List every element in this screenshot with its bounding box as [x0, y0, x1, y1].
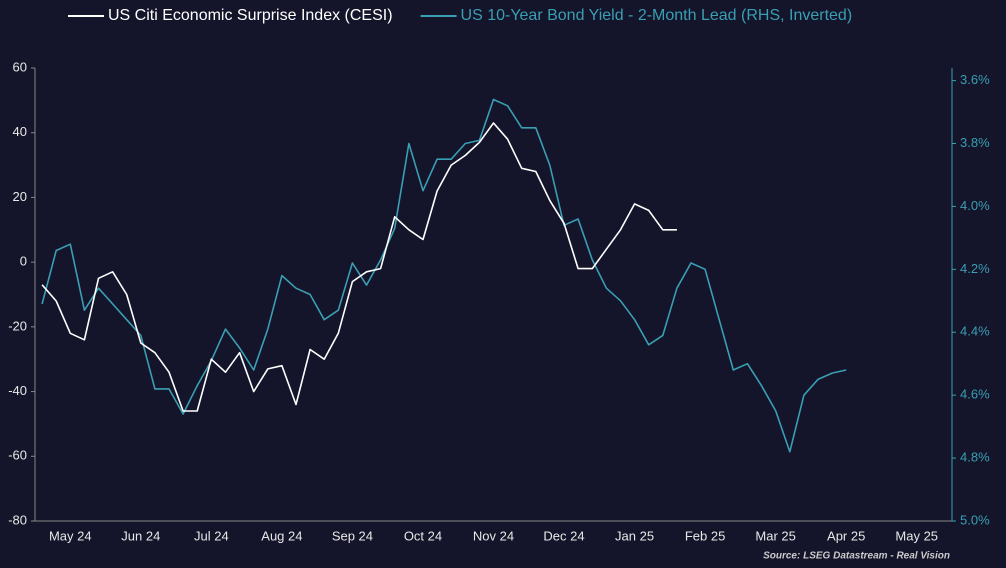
- legend-label: US Citi Economic Surprise Index (CESI): [108, 7, 393, 24]
- x-tick-label: Sep 24: [332, 528, 373, 543]
- x-tick-label: Nov 24: [473, 528, 514, 543]
- source: Source: LSEG Datastream - Real Vision: [763, 551, 950, 562]
- series-line: [41, 122, 677, 412]
- y2-tick-label: 3.8%: [960, 135, 990, 150]
- x-tick-label: May 24: [49, 528, 92, 543]
- x-tick-label: Feb 25: [685, 528, 725, 543]
- x-tick-label: Jun 24: [121, 528, 160, 543]
- x-tick-label: May 25: [895, 528, 938, 543]
- x-tick-label: Jan 25: [615, 528, 654, 543]
- y2-tick-label: 4.2%: [960, 261, 990, 276]
- y-tick-label: 0: [20, 254, 27, 269]
- y-tick-label: -60: [8, 448, 27, 463]
- y-tick-label: -80: [8, 512, 27, 527]
- y2-tick-label: 3.6%: [960, 72, 990, 87]
- x-tick-label: Jul 24: [194, 528, 229, 543]
- x-tick-label: Oct 24: [404, 528, 442, 543]
- y2-tick-label: 4.6%: [960, 387, 990, 402]
- x-tick-label: Dec 24: [543, 528, 584, 543]
- y2-tick-label: 4.8%: [960, 450, 990, 465]
- x-tick-label: Apr 25: [827, 528, 865, 543]
- legend-label: US 10-Year Bond Yield - 2-Month Lead (RH…: [461, 7, 853, 24]
- y2-tick-label: 5.0%: [960, 512, 990, 527]
- y-tick-label: 40: [13, 124, 27, 139]
- x-tick-label: Aug 24: [261, 528, 302, 543]
- y-tick-label: -40: [8, 383, 27, 398]
- y-tick-label: 60: [13, 59, 27, 74]
- series-line: [41, 98, 847, 453]
- y-tick-label: -20: [8, 318, 27, 333]
- y2-tick-label: 4.0%: [960, 198, 990, 213]
- y-tick-label: 20: [13, 189, 27, 204]
- x-tick-label: Mar 25: [755, 528, 795, 543]
- y2-tick-label: 4.4%: [960, 324, 990, 339]
